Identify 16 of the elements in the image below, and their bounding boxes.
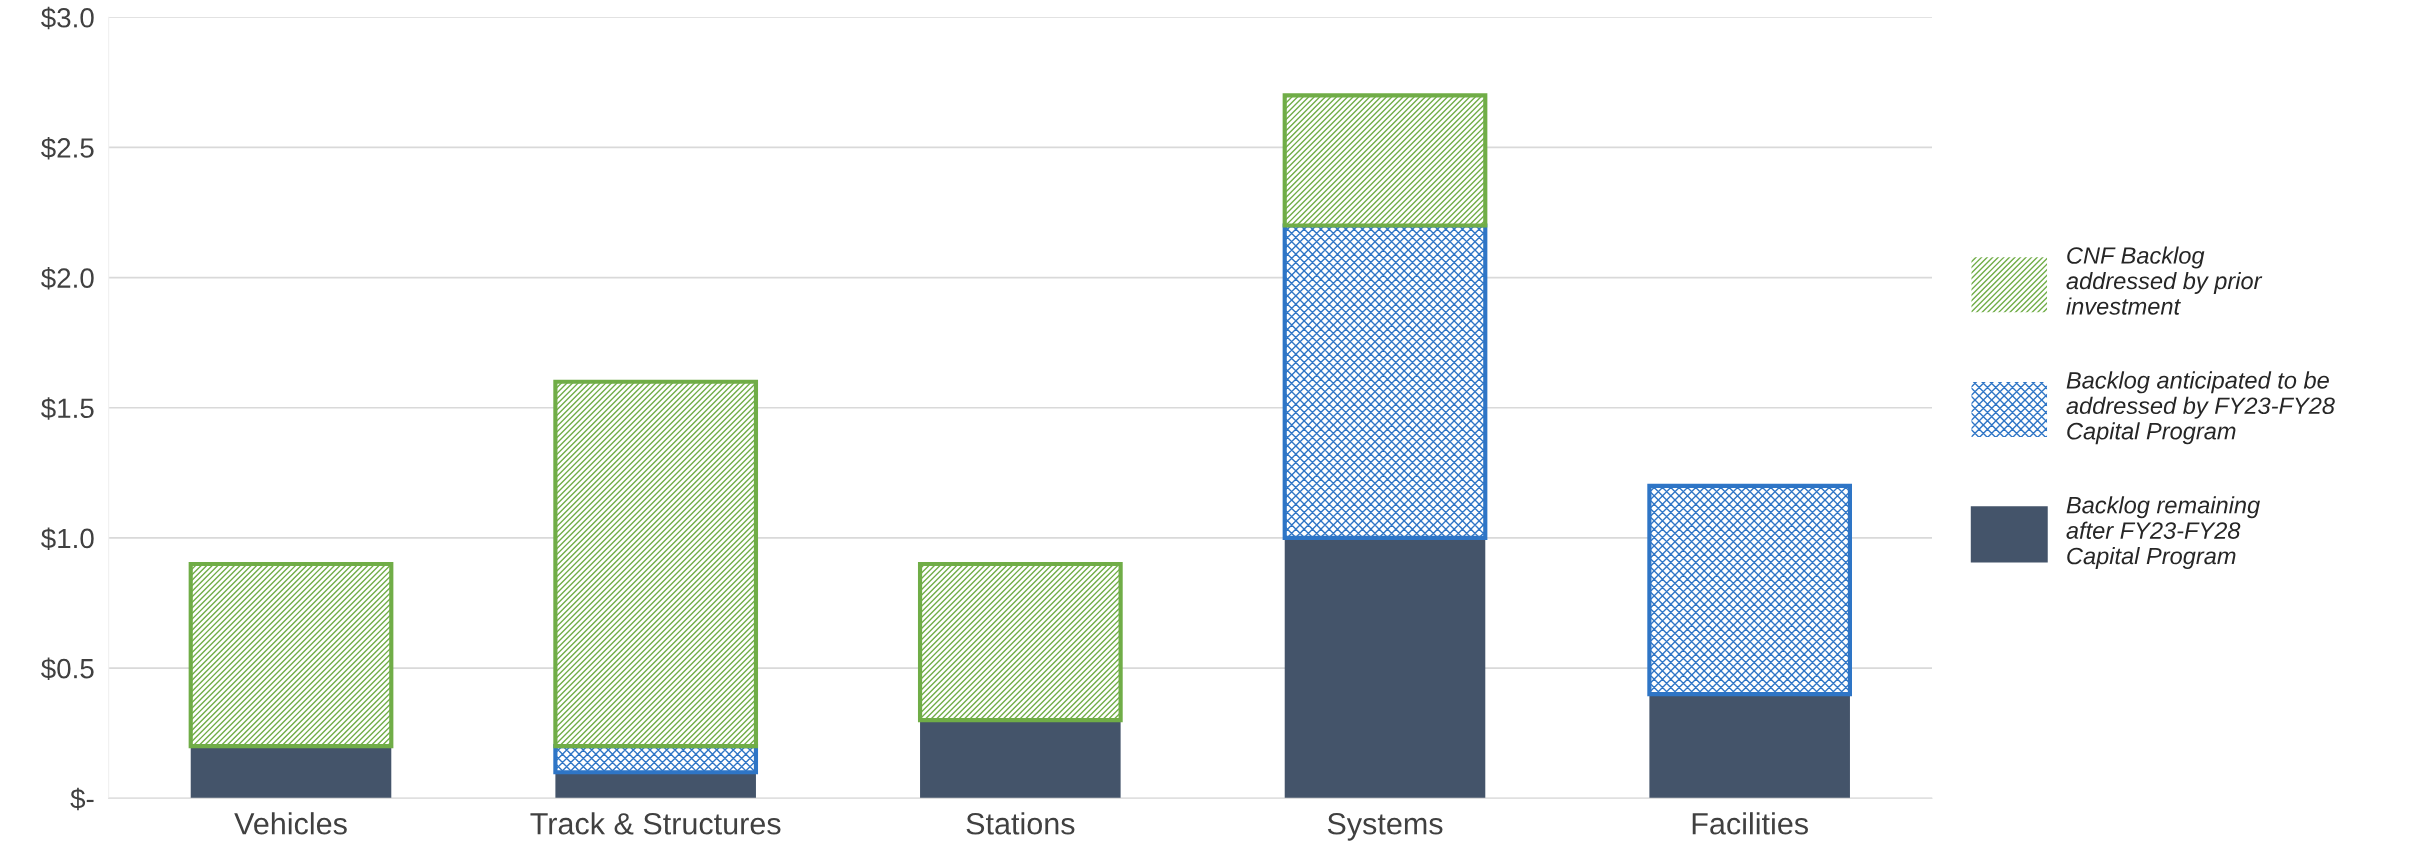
bar xyxy=(190,746,392,799)
x-tick-label: Track & Structures xyxy=(530,812,781,835)
y-tick-label: $2.0 xyxy=(41,267,94,290)
legend-label: Backlog remaining after FY23-FY28 Capital Program xyxy=(2066,496,2260,570)
legend-label: Backlog anticipated to be addressed by FY23-FY28 Capital Program xyxy=(2066,371,2335,445)
y-tick-label: $0.5 xyxy=(41,657,94,681)
x-tick-label: Vehicles xyxy=(234,812,347,835)
legend-label: CNF Backlog addressed by prior investment xyxy=(2066,246,2263,315)
y-tick-label: $1.5 xyxy=(41,397,94,420)
x-tick-label: Facilities xyxy=(1692,812,1808,835)
x-tick-label: Systems xyxy=(1327,812,1443,841)
y-tick-label: $1.0 xyxy=(41,527,94,550)
y-tick-label: $- xyxy=(70,787,94,811)
y-tick-label: $2.5 xyxy=(41,136,94,160)
x-tick-label: Stations xyxy=(966,812,1075,835)
y-tick-label: $3.0 xyxy=(41,6,94,30)
